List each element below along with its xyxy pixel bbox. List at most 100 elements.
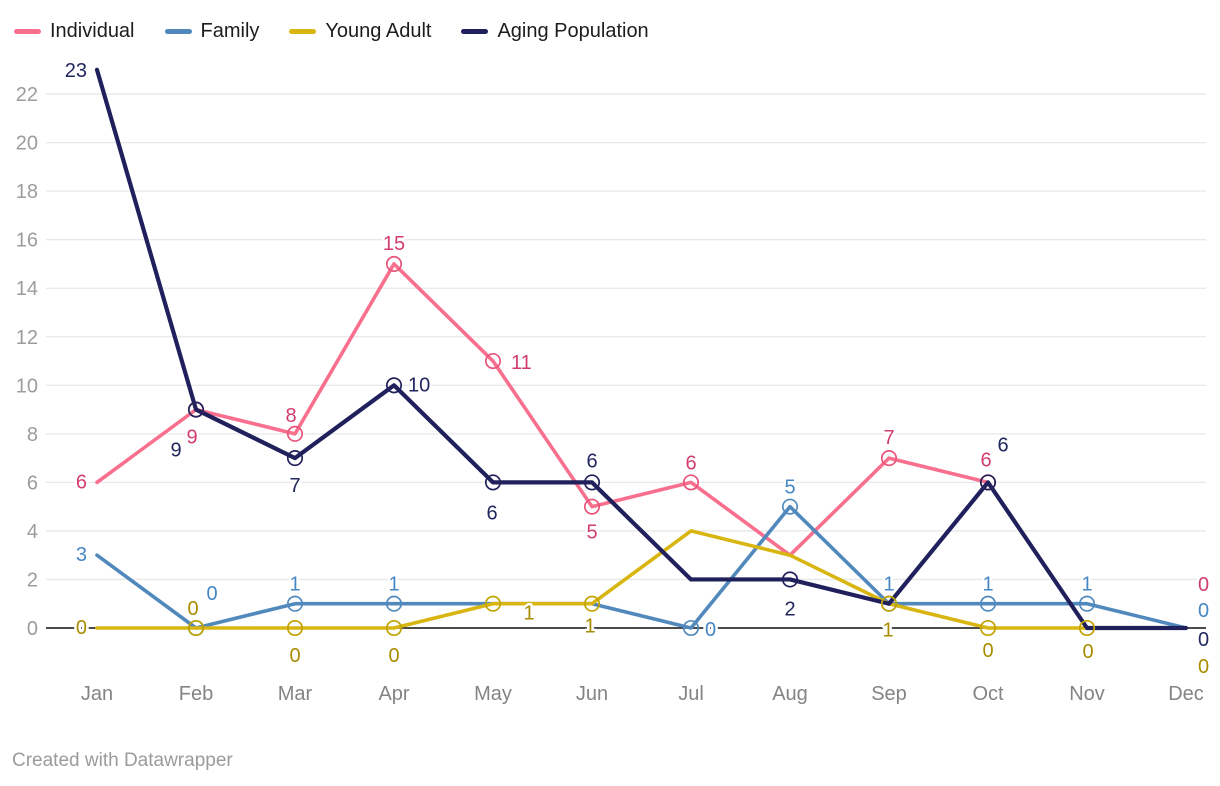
y-axis-tick-label: 18 — [16, 181, 38, 203]
data-point-marker-aging-population-feb[interactable] — [187, 401, 205, 418]
data-label-aging-population-jun: 6 — [586, 450, 597, 472]
data-point-marker-family-mar[interactable] — [286, 595, 304, 612]
data-point-marker-aging-population-apr[interactable] — [385, 377, 403, 394]
legend-label-aging-population: Aging Population — [497, 19, 649, 42]
data-label-individual-apr: 15 — [383, 233, 405, 255]
data-label-individual-jun: 5 — [586, 522, 597, 544]
data-label-young-adult-feb: 0 — [187, 598, 198, 620]
data-label-family-oct: 1 — [982, 574, 993, 596]
data-point-marker-family-aug[interactable] — [781, 498, 799, 515]
data-point-marker-young-adult-nov[interactable] — [1078, 619, 1096, 637]
x-axis-tick-label-sep: Sep — [871, 683, 907, 705]
x-axis-tick-label-feb: Feb — [179, 683, 213, 705]
data-label-young-adult-jun: 1 — [584, 616, 595, 638]
series-line-family — [95, 504, 1188, 630]
data-label-family-nov: 1 — [1081, 574, 1092, 596]
data-point-marker-individual-may[interactable] — [484, 352, 502, 370]
data-label-individual-oct: 6 — [980, 449, 991, 471]
legend-swatch-young-adult — [289, 28, 317, 34]
y-axis-tick-label: 14 — [16, 278, 38, 300]
y-axis-tick-label: 16 — [16, 230, 38, 252]
x-axis-tick-label-nov: Nov — [1069, 683, 1105, 705]
data-point-marker-individual-apr[interactable] — [385, 255, 403, 272]
data-label-individual-feb: 9 — [186, 427, 197, 449]
data-point-marker-individual-mar[interactable] — [286, 425, 304, 442]
data-label-aging-population-apr: 10 — [408, 374, 430, 396]
data-point-marker-aging-population-jun[interactable] — [583, 474, 601, 491]
x-axis-tick-label-apr: Apr — [378, 683, 409, 705]
data-point-marker-young-adult-jun[interactable] — [583, 595, 601, 612]
legend-swatch-family — [164, 28, 192, 34]
legend-label-family: Family — [200, 19, 260, 42]
data-point-marker-individual-jul[interactable] — [682, 474, 700, 491]
data-label-young-adult-oct: 0 — [982, 640, 993, 662]
data-label-young-adult-mar: 0 — [289, 645, 300, 667]
data-label-family-apr: 1 — [388, 574, 399, 596]
x-axis-tick-label-mar: Mar — [278, 683, 313, 705]
series-line-individual — [95, 262, 1188, 630]
data-label-aging-population-mar: 7 — [289, 475, 300, 497]
data-point-marker-young-adult-mar[interactable] — [286, 619, 304, 637]
y-axis-tick-label: 12 — [16, 327, 38, 349]
data-point-marker-aging-population-mar[interactable] — [286, 450, 304, 467]
series-line-aging-population — [94, 67, 1189, 631]
data-point-marker-young-adult-apr[interactable] — [385, 619, 403, 637]
x-axis-tick-label-may: May — [474, 683, 512, 705]
data-label-individual-may: 11 — [511, 352, 532, 374]
data-label-aging-population-oct: 6 — [997, 434, 1008, 456]
data-label-young-adult-jan: 0 — [76, 617, 87, 639]
data-point-marker-young-adult-oct[interactable] — [979, 619, 997, 637]
y-axis-tick-label: 22 — [16, 84, 38, 106]
legend-item-aging-population: Aging Population — [461, 19, 649, 43]
data-point-marker-individual-sep[interactable] — [880, 450, 898, 467]
data-label-individual-dec: 0 — [1198, 574, 1209, 596]
data-point-marker-young-adult-may[interactable] — [484, 595, 502, 612]
legend-item-young-adult: Young Adult — [289, 20, 431, 43]
datawrapper-credit-link[interactable]: Created with Datawrapper — [12, 750, 233, 771]
data-point-marker-aging-population-oct[interactable] — [979, 474, 997, 491]
data-point-marker-family-oct[interactable] — [979, 595, 997, 612]
data-point-marker-family-apr[interactable] — [385, 595, 403, 612]
data-point-marker-young-adult-feb[interactable] — [187, 619, 205, 637]
legend-label-individual: Individual — [50, 19, 135, 42]
legend-swatch-aging-population — [461, 28, 489, 34]
x-axis-tick-label-jul: Jul — [678, 683, 704, 705]
x-axis-tick-label-oct: Oct — [972, 683, 1004, 705]
data-point-marker-individual-jun[interactable] — [583, 498, 601, 515]
data-label-young-adult-sep: 1 — [882, 620, 893, 642]
y-axis-tick-label: 6 — [27, 472, 38, 494]
chart-legend: Individual Family Young Adult Aging Populat… — [14, 16, 649, 46]
data-point-marker-aging-population-aug[interactable] — [781, 571, 799, 588]
data-label-individual-jul: 6 — [685, 452, 696, 474]
y-axis-tick-label: 8 — [27, 424, 38, 446]
data-label-aging-population-may: 6 — [486, 502, 497, 524]
data-label-young-adult-apr: 0 — [388, 645, 399, 667]
x-axis-tick-label-dec: Dec — [1168, 683, 1204, 705]
data-label-aging-population-aug: 2 — [784, 598, 795, 620]
x-axis-tick-label-jan: Jan — [81, 683, 113, 705]
data-point-marker-family-jul[interactable] — [682, 619, 700, 637]
y-axis-tick-label: 2 — [27, 569, 38, 591]
data-label-individual-sep: 7 — [883, 427, 894, 449]
data-label-aging-population-jan: 23 — [65, 60, 87, 82]
y-axis-tick-label: 4 — [27, 521, 38, 543]
data-point-marker-young-adult-sep[interactable] — [880, 595, 898, 612]
data-label-aging-population-dec: 0 — [1198, 629, 1209, 651]
x-axis-tick-label-jun: Jun — [576, 683, 608, 705]
data-label-family-dec: 0 — [1198, 600, 1209, 622]
data-point-marker-family-nov[interactable] — [1078, 595, 1096, 612]
y-axis-tick-label: 10 — [16, 375, 38, 397]
legend-swatch-individual — [14, 28, 41, 34]
y-axis-tick-label: 0 — [27, 618, 38, 640]
y-axis-tick-label: 20 — [16, 133, 38, 155]
data-label-family-mar: 1 — [289, 574, 300, 596]
legend-label-young-adult: Young Adult — [325, 19, 432, 42]
data-label-aging-population-feb: 9 — [170, 440, 181, 462]
x-axis-tick-label-aug: Aug — [772, 683, 808, 705]
legend-item-family: Family — [164, 19, 260, 43]
data-label-family-jul: 0 — [705, 619, 716, 641]
data-point-marker-aging-population-may[interactable] — [484, 474, 502, 491]
series-line-young-adult — [95, 529, 1188, 630]
